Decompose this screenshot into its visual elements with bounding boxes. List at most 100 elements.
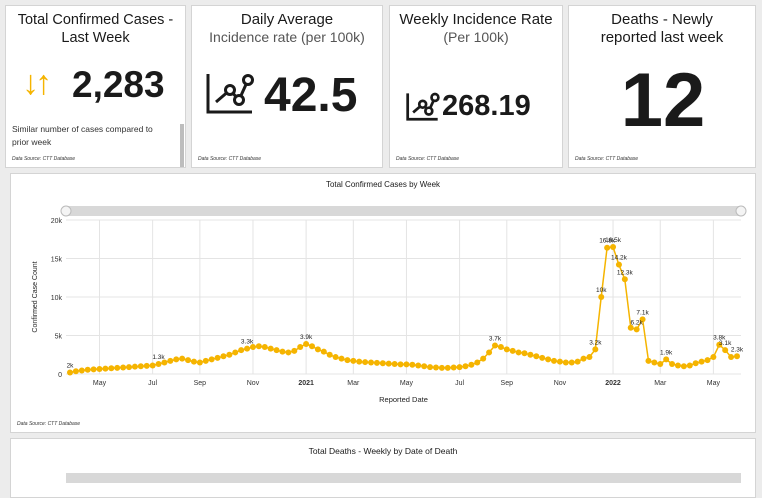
data-label: 2.3k <box>731 346 744 353</box>
data-point <box>491 342 498 349</box>
chart-card-deaths: Total Deaths - Weekly by Date of Death <box>10 438 756 498</box>
data-point <box>722 347 729 354</box>
x-tick-label: May <box>93 380 107 387</box>
x-tick-label: Sep <box>194 380 207 387</box>
data-point <box>551 357 558 364</box>
data-point <box>185 357 192 364</box>
data-point <box>663 356 670 363</box>
data-point <box>267 345 274 352</box>
data-point <box>96 365 103 372</box>
data-point <box>539 354 546 361</box>
line-chart-icon <box>406 92 440 121</box>
data-point <box>728 354 735 361</box>
range-slider-track[interactable] <box>66 206 741 216</box>
data-point <box>421 363 428 370</box>
kpi-card-daily-average: Daily Average Incidence rate (per 100k) … <box>191 5 383 168</box>
data-point <box>214 354 221 361</box>
data-point <box>332 354 339 361</box>
data-point <box>509 347 516 354</box>
kpi-note: Similar number of cases compared to prio… <box>12 124 153 147</box>
y-tick-label: 0 <box>58 372 62 379</box>
data-label: 14.2k <box>611 255 628 262</box>
data-point <box>533 353 540 360</box>
chart-title: Total Confirmed Cases by Week <box>325 180 441 189</box>
data-point <box>480 355 487 362</box>
data-label: 3.7k <box>489 336 502 343</box>
scrollbar[interactable] <box>180 124 184 167</box>
data-point <box>527 351 534 358</box>
data-point <box>598 294 605 300</box>
x-tick-label: May <box>400 380 414 387</box>
kpi-value: 12 <box>620 58 706 143</box>
data-point <box>657 360 664 367</box>
data-label: 3.9k <box>300 334 313 341</box>
data-point <box>368 359 375 366</box>
data-point <box>669 360 676 367</box>
data-point <box>580 355 587 362</box>
data-point <box>385 360 392 367</box>
data-source: Data Source: CTT Database <box>575 156 639 162</box>
data-point <box>427 364 434 371</box>
data-point <box>338 355 345 362</box>
y-tick-label: 20k <box>51 218 63 225</box>
data-point <box>196 359 203 366</box>
data-point <box>503 346 510 353</box>
trend-arrows-icon: ↓↑ <box>22 64 52 102</box>
data-point <box>615 261 622 268</box>
data-point <box>633 326 640 333</box>
x-tick-label: Jul <box>455 380 464 387</box>
kpi-title: Daily Average <box>240 11 334 28</box>
data-point <box>244 345 251 352</box>
data-label: 16.5k <box>605 237 622 244</box>
data-point <box>320 348 327 355</box>
data-point <box>604 244 611 251</box>
kpi-value: 2,283 <box>72 64 165 105</box>
data-point <box>285 349 292 356</box>
data-point <box>143 362 150 369</box>
data-point <box>556 358 563 365</box>
kpi-card-confirmed-cases: Total Confirmed Cases - Last Week ↓↑ 2,2… <box>5 5 186 168</box>
data-point <box>456 364 463 371</box>
data-point <box>415 362 422 369</box>
y-tick-label: 5k <box>55 334 63 341</box>
data-point <box>562 359 569 366</box>
data-point <box>651 359 658 366</box>
data-point <box>261 344 268 351</box>
data-point <box>639 316 646 323</box>
data-point <box>279 348 286 355</box>
data-point <box>190 358 197 365</box>
data-point <box>680 363 687 370</box>
x-tick-label: Mar <box>654 380 667 387</box>
x-tick-label: Nov <box>247 380 260 387</box>
kpi-value: 42.5 <box>264 69 358 122</box>
y-axis-title: Confirmed Case Count <box>32 261 39 332</box>
data-point <box>698 358 705 365</box>
y-tick-label: 15k <box>51 257 63 264</box>
data-point <box>167 357 174 364</box>
data-label: 12.3k <box>617 269 634 276</box>
data-point <box>291 347 298 354</box>
data-label: 10k <box>596 287 607 294</box>
data-point <box>710 354 717 361</box>
data-point <box>297 344 304 351</box>
range-slider-track[interactable] <box>66 473 741 483</box>
data-point <box>521 350 528 357</box>
data-point <box>273 347 280 354</box>
data-point <box>220 353 227 360</box>
data-point <box>202 357 209 364</box>
data-source: Data Source: CTT Database <box>396 156 460 162</box>
data-point <box>621 276 628 283</box>
data-point <box>545 356 552 363</box>
data-point <box>674 362 681 369</box>
line-chart-icon <box>206 74 254 114</box>
data-point <box>314 346 321 353</box>
data-point <box>232 349 239 356</box>
data-point <box>249 344 256 351</box>
range-handle-right[interactable] <box>735 205 747 217</box>
data-point <box>78 367 85 374</box>
kpi-value: 268.19 <box>442 90 531 122</box>
x-tick-label: 2022 <box>605 380 621 387</box>
data-point <box>173 356 180 363</box>
range-handle-left[interactable] <box>60 205 72 217</box>
chart-title: Total Deaths - Weekly by Date of Death <box>308 446 458 456</box>
